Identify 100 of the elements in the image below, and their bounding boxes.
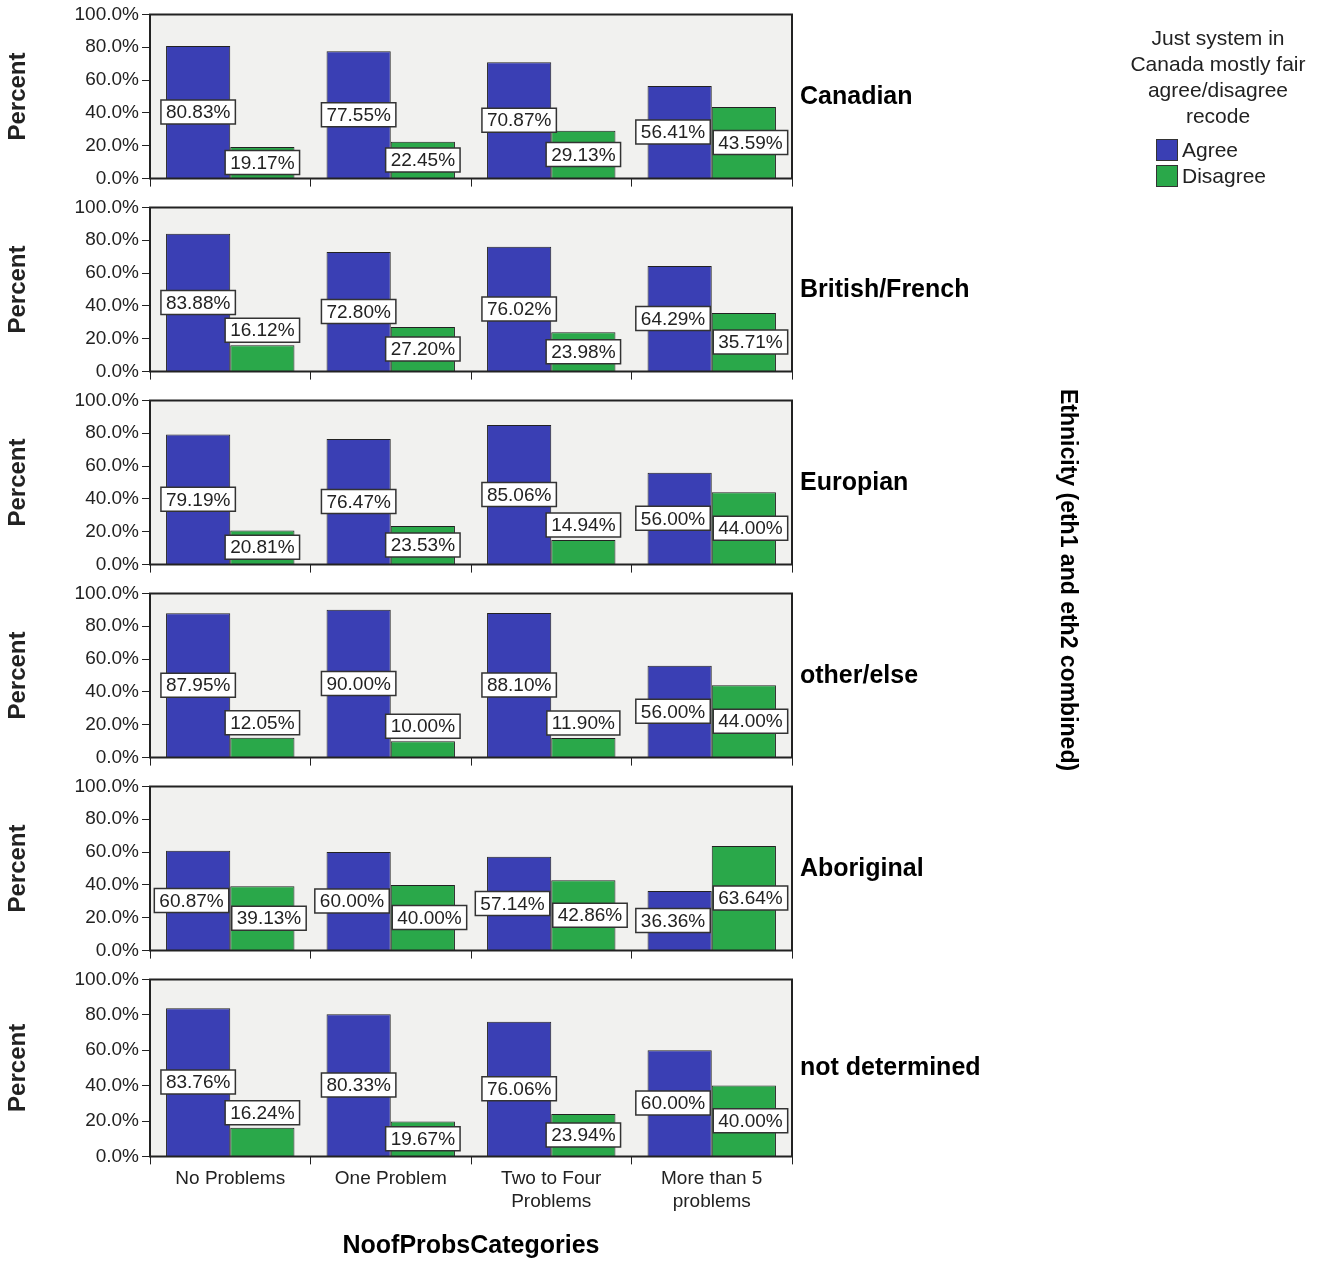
- data-label: 90.00%: [326, 672, 391, 694]
- y-tick-label: 20.0%: [85, 519, 140, 541]
- y-tick-label: 60.0%: [85, 1038, 140, 1060]
- data-label: 88.10%: [486, 674, 552, 696]
- y-axis-title: Percent: [3, 824, 31, 913]
- legend-label: Agree: [1182, 137, 1239, 163]
- y-tick-label: 40.0%: [85, 873, 140, 895]
- text: other/else: [800, 659, 919, 689]
- y-tick-label: 40.0%: [85, 101, 140, 123]
- data-label: 60.00%: [319, 890, 385, 912]
- y-tick-label: 80.0%: [85, 421, 140, 443]
- y-tick-label: 60.0%: [85, 454, 140, 476]
- data-label: 79.19%: [165, 488, 231, 510]
- y-tick-label: 20.0%: [85, 133, 140, 155]
- data-label: 42.86%: [557, 904, 623, 926]
- x-tick-label: No Problems: [175, 1167, 286, 1189]
- data-label: 64.29%: [640, 307, 706, 329]
- data-label: 23.53%: [390, 534, 456, 556]
- y-tick-label: 40.0%: [85, 294, 140, 316]
- y-tick-label: 80.0%: [85, 807, 140, 829]
- data-label: 16.24%: [230, 1101, 295, 1123]
- y-tick-label: 100.0%: [74, 388, 140, 410]
- y-tick-label: 0.0%: [95, 1144, 140, 1166]
- y-tick-label: 100.0%: [74, 195, 140, 217]
- y-tick-label: 100.0%: [74, 581, 140, 603]
- data-label: 10.00%: [390, 715, 456, 737]
- y-axis-title: Percent: [3, 1023, 31, 1112]
- data-label: 57.14%: [480, 892, 545, 914]
- y-tick-label: 60.0%: [85, 647, 140, 669]
- data-label: 40.00%: [718, 1109, 783, 1131]
- y-tick-label: 60.0%: [85, 840, 140, 862]
- data-label: 44.00%: [718, 710, 783, 732]
- y-tick-label: 0.0%: [95, 552, 140, 574]
- text: Ethnicity (eth1 and eth2 combined): [1055, 387, 1082, 774]
- y-tick-label: 0.0%: [95, 166, 140, 188]
- y-tick-label: 40.0%: [85, 1073, 140, 1095]
- legend-title: Just system in Canada mostly fair agree/disagree recode: [1129, 25, 1307, 129]
- y-tick-label: 0.0%: [95, 938, 140, 960]
- data-label: 12.05%: [230, 712, 295, 734]
- y-tick-label: 20.0%: [85, 326, 140, 348]
- data-label: 40.00%: [397, 906, 462, 928]
- y-tick-label: 80.0%: [85, 1003, 140, 1025]
- x-tick-label: Two to Four Problems: [501, 1167, 603, 1211]
- text: not determined: [800, 1051, 981, 1081]
- data-label: 22.45%: [390, 149, 456, 171]
- data-label: 77.55%: [326, 103, 391, 125]
- data-label: 56.00%: [640, 507, 706, 529]
- data-label: 63.64%: [718, 887, 783, 909]
- y-axis-title: Percent: [3, 52, 31, 141]
- legend-label: Disagree: [1182, 163, 1267, 189]
- data-label: 87.95%: [165, 674, 231, 696]
- data-label: 20.81%: [230, 536, 295, 558]
- y-tick-label: 20.0%: [85, 1109, 140, 1131]
- y-tick-label: 80.0%: [85, 228, 140, 250]
- data-label: 80.33%: [326, 1074, 391, 1096]
- data-label: 76.02%: [486, 298, 552, 320]
- y-tick-label: 20.0%: [85, 712, 140, 734]
- data-label: 83.76%: [165, 1071, 231, 1093]
- y-tick-label: 80.0%: [85, 35, 140, 57]
- data-label: 56.41%: [640, 121, 706, 143]
- data-label: 19.17%: [230, 151, 295, 173]
- data-label: 29.13%: [551, 143, 616, 165]
- data-label: 56.00%: [640, 700, 706, 722]
- data-label: 35.71%: [718, 331, 783, 353]
- data-label: 19.67%: [390, 1127, 456, 1149]
- data-label: 83.88%: [165, 291, 231, 313]
- y-tick-label: 20.0%: [85, 905, 140, 927]
- data-label: 44.00%: [718, 517, 783, 539]
- text: Canadian: [800, 80, 913, 110]
- y-tick-label: 0.0%: [95, 745, 140, 767]
- y-tick-label: 80.0%: [85, 614, 140, 636]
- x-axis-title: NoofProbsCategories: [341, 1230, 601, 1259]
- data-label: 23.94%: [551, 1124, 616, 1146]
- y-tick-label: 0.0%: [95, 359, 140, 381]
- data-label: 76.06%: [486, 1078, 552, 1100]
- data-label: 16.12%: [230, 319, 295, 341]
- data-label: 60.00%: [640, 1092, 706, 1114]
- data-label: 36.36%: [640, 909, 706, 931]
- data-label: 11.90%: [551, 712, 615, 734]
- x-tick-label: One Problem: [334, 1167, 447, 1189]
- data-label: 27.20%: [390, 338, 456, 360]
- y-tick-label: 40.0%: [85, 487, 140, 509]
- y-tick-label: 100.0%: [74, 774, 140, 796]
- y-axis-title: Percent: [3, 631, 31, 720]
- data-label: 76.47%: [326, 490, 391, 512]
- x-tick-label: More than 5 problems: [661, 1167, 763, 1211]
- data-label: 70.87%: [486, 109, 552, 131]
- data-label: 72.80%: [326, 300, 391, 322]
- data-label: 85.06%: [486, 483, 552, 505]
- data-label: 14.94%: [551, 514, 616, 536]
- data-label: 60.87%: [159, 889, 224, 911]
- y-axis-title: Percent: [3, 438, 31, 527]
- data-label: 80.83%: [165, 101, 231, 123]
- data-label: 39.13%: [236, 907, 302, 929]
- y-tick-label: 100.0%: [74, 967, 140, 989]
- y-axis-title: Percent: [3, 245, 31, 334]
- y-tick-label: 100.0%: [74, 2, 140, 24]
- y-tick-label: 60.0%: [85, 261, 140, 283]
- text: Aboriginal: [800, 852, 924, 882]
- text: Europian: [800, 466, 909, 496]
